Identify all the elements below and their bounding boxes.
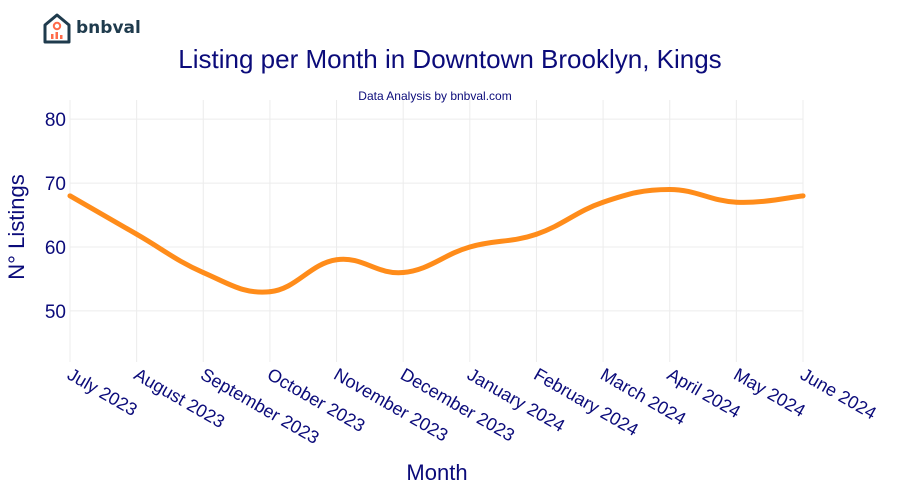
data-point [134, 231, 140, 237]
y-tick-label: 50 [45, 302, 66, 323]
y-tick-label: 70 [45, 174, 66, 195]
x-tick-label: May 2024 [730, 364, 808, 421]
grid [69, 100, 804, 362]
brand-logo: bnbval [42, 12, 141, 44]
x-tick-label: June 2024 [797, 364, 880, 423]
x-axis-label: Month [406, 460, 468, 485]
data-point [667, 187, 673, 192]
series [67, 186, 806, 295]
data-point [400, 270, 406, 275]
data-point [334, 257, 339, 263]
house-chart-icon [43, 13, 71, 44]
data-point [733, 199, 739, 205]
y-tick-label: 60 [45, 238, 66, 259]
data-point [600, 199, 606, 205]
chart-subtitle: Data Analysis by bnbval.com [358, 89, 512, 103]
y-axis-label: N° Listings [4, 174, 29, 280]
y-tick-label: 80 [45, 110, 66, 131]
chart-title: Listing per Month in Downtown Brooklyn, … [178, 44, 722, 74]
data-point [534, 231, 539, 237]
x-tick-label: November 2023 [331, 364, 452, 445]
x-tick-label: December 2023 [397, 364, 518, 445]
series-line [67, 186, 806, 295]
y-axis-ticks: 50 60 70 80 [45, 110, 66, 323]
data-point [200, 270, 206, 275]
data-point [467, 244, 473, 250]
x-tick-label: July 2023 [64, 364, 141, 420]
brand-name: bnbval [76, 18, 141, 38]
data-point [800, 193, 806, 199]
x-tick-label: September 2023 [197, 364, 322, 448]
data-point [67, 193, 73, 199]
data-point [267, 289, 273, 295]
